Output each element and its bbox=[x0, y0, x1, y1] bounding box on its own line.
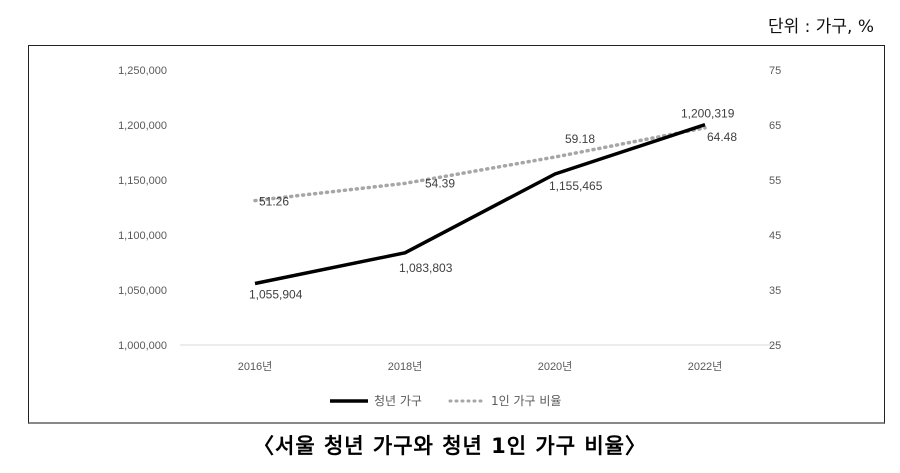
chart-frame bbox=[28, 45, 885, 424]
y-right-tick-label: 45 bbox=[769, 230, 781, 242]
x-tick-label: 2016년 bbox=[238, 360, 273, 373]
legend-ratio-label: 1인 가구 비율 bbox=[491, 394, 561, 408]
x-tick-label: 2020년 bbox=[538, 360, 573, 373]
x-tick-label: 2022년 bbox=[688, 360, 723, 373]
unit-label: 단위 : 가구, % bbox=[767, 17, 874, 37]
series-households-line bbox=[254, 122, 706, 286]
y-left-tick-label: 1,200,000 bbox=[118, 120, 167, 132]
households-data-label: 1,200,319 bbox=[681, 107, 735, 121]
legend-households-label: 청년 가구 bbox=[374, 394, 422, 408]
ratio-data-label: 59.18 bbox=[565, 132, 595, 146]
y-right-tick-label: 55 bbox=[769, 175, 781, 187]
households-data-label: 1,055,904 bbox=[249, 288, 303, 302]
y-left-tick-label: 1,050,000 bbox=[118, 285, 167, 297]
ratio-data-label: 51.26 bbox=[259, 195, 289, 209]
x-tick-label: 2018년 bbox=[388, 360, 423, 373]
y-right-tick-label: 65 bbox=[769, 120, 781, 132]
chart-caption: 〈서울 청년 가구와 청년 1인 가구 비율〉 bbox=[253, 434, 647, 458]
y-left-tick-label: 1,100,000 bbox=[118, 230, 167, 242]
ratio-data-label: 54.39 bbox=[425, 176, 455, 190]
y-right-tick-label: 75 bbox=[769, 65, 781, 77]
households-data-label: 1,083,803 bbox=[399, 261, 453, 275]
y-right-tick-label: 25 bbox=[769, 340, 781, 352]
series-ratio-line bbox=[253, 126, 707, 203]
y-left-tick-label: 1,000,000 bbox=[118, 340, 167, 352]
y-right-tick-label: 35 bbox=[769, 285, 781, 297]
y-left-tick-label: 1,150,000 bbox=[118, 175, 167, 187]
ratio-data-label: 64.48 bbox=[707, 130, 737, 144]
y-left-tick-label: 1,250,000 bbox=[118, 65, 167, 77]
households-data-label: 1,155,465 bbox=[549, 179, 603, 193]
